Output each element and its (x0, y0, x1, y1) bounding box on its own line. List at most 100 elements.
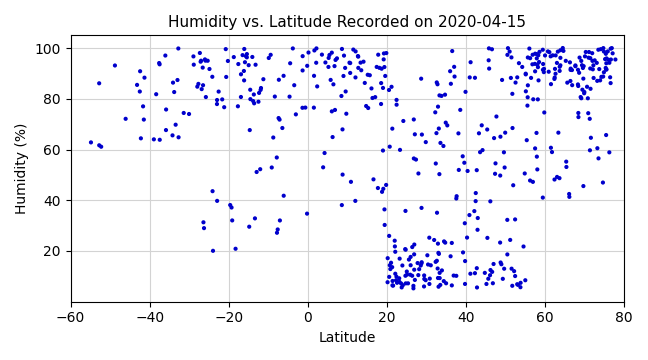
Point (378, 85, 388, 91)
Point (590, 58, 600, 63)
Point (566, 66, 576, 72)
Point (503, 45, 513, 51)
Point (491, 161, 501, 166)
Point (272, 230, 282, 236)
Point (238, 68, 249, 74)
Point (550, 76, 560, 82)
Point (389, 238, 400, 244)
Point (520, 277, 531, 283)
Point (561, 159, 572, 165)
Point (173, 46, 183, 51)
Point (390, 271, 400, 276)
Point (419, 273, 430, 278)
Point (422, 252, 432, 258)
Point (302, 63, 312, 69)
Point (454, 167, 464, 173)
Point (198, 82, 208, 88)
Point (395, 147, 405, 153)
Point (472, 215, 483, 221)
Point (381, 182, 391, 188)
Point (540, 53, 550, 58)
Point (417, 205, 427, 211)
Point (430, 109, 441, 115)
Point (394, 279, 404, 285)
Point (396, 280, 406, 286)
Point (607, 50, 618, 56)
Point (496, 261, 507, 267)
Point (573, 110, 583, 116)
Point (374, 65, 384, 71)
Point (407, 244, 417, 250)
Point (439, 278, 449, 284)
Point (379, 64, 389, 70)
Point (449, 64, 459, 70)
Point (561, 58, 571, 64)
Point (538, 61, 548, 67)
Point (227, 217, 237, 223)
Point (445, 253, 456, 259)
Point (121, 116, 131, 122)
Point (601, 132, 611, 138)
Point (484, 66, 494, 72)
Point (330, 57, 341, 63)
Point (604, 149, 614, 155)
Point (578, 76, 588, 81)
Point (189, 54, 199, 59)
Point (132, 82, 143, 88)
Point (587, 50, 597, 56)
Point (377, 189, 388, 195)
Point (351, 49, 361, 54)
Point (446, 81, 456, 87)
Point (414, 266, 424, 272)
Point (233, 103, 243, 109)
Point (242, 54, 252, 60)
Point (518, 244, 529, 249)
Point (368, 176, 378, 182)
Point (451, 195, 461, 201)
Point (366, 86, 376, 91)
Point (593, 47, 603, 53)
Point (512, 282, 522, 287)
Point (532, 167, 542, 172)
Point (538, 67, 548, 73)
Point (500, 130, 511, 136)
Point (272, 155, 282, 161)
Point (273, 77, 284, 83)
Point (587, 58, 597, 64)
Point (407, 273, 417, 279)
Point (530, 51, 540, 57)
Point (534, 59, 544, 65)
Point (424, 235, 434, 240)
Point (311, 45, 321, 51)
Point (584, 147, 595, 153)
Point (573, 114, 584, 120)
Point (388, 283, 398, 288)
Point (498, 276, 508, 282)
Point (603, 57, 614, 63)
Point (557, 45, 568, 51)
Point (434, 126, 444, 131)
Point (574, 70, 584, 76)
Point (378, 148, 388, 153)
Point (489, 135, 499, 141)
Point (434, 284, 444, 289)
Point (400, 273, 411, 279)
Point (601, 55, 612, 61)
Point (424, 276, 435, 282)
Point (511, 80, 521, 85)
Point (239, 77, 249, 83)
Point (469, 208, 480, 214)
Point (336, 93, 347, 99)
Point (400, 208, 411, 214)
Point (514, 60, 524, 66)
Point (478, 147, 488, 153)
Point (596, 46, 606, 52)
Point (580, 54, 590, 59)
Point (226, 204, 237, 210)
Point (397, 284, 407, 290)
Point (601, 67, 611, 72)
Point (445, 68, 456, 74)
Point (452, 193, 462, 199)
Point (402, 269, 412, 274)
Point (440, 92, 450, 98)
